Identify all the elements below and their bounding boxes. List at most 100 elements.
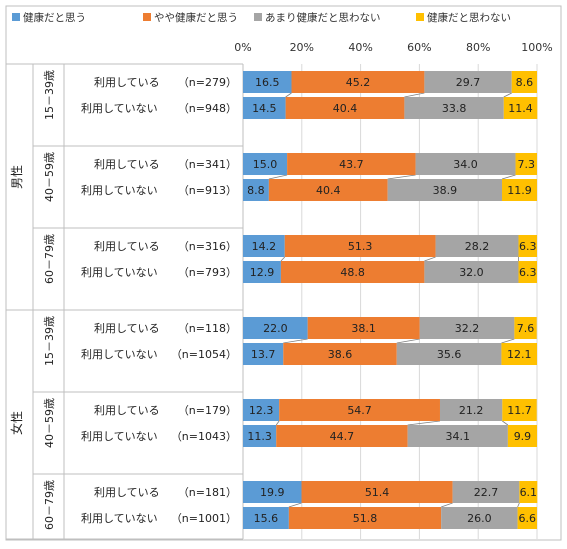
bar-value-label: 13.7 <box>251 348 276 361</box>
legend-swatch <box>12 13 20 21</box>
bar-segment <box>424 71 512 93</box>
bar-segment <box>503 97 538 119</box>
x-tick-label: 80% <box>466 41 490 54</box>
series-connector-line <box>517 502 520 508</box>
bar-segment <box>441 507 518 529</box>
bar-value-label: 11.4 <box>508 102 533 115</box>
x-tick-label: 0% <box>234 41 251 54</box>
row-n-label: （n=181） <box>178 486 237 499</box>
row-label: 利用していない <box>81 102 158 115</box>
bar-value-label: 40.4 <box>333 102 358 115</box>
age-group-label: 40－59歳 <box>43 398 56 448</box>
bar-segment <box>243 153 288 175</box>
bar-value-label: 51.3 <box>348 240 373 253</box>
bar-value-label: 22.0 <box>263 322 288 335</box>
bar-value-label: 19.9 <box>260 486 285 499</box>
row-label: 利用している <box>94 158 160 171</box>
bar-value-label: 11.9 <box>507 184 532 197</box>
bar-value-label: 51.8 <box>353 512 378 525</box>
bar-segment <box>518 261 537 283</box>
bar-value-label: 38.1 <box>351 322 376 335</box>
bar-value-label: 6.1 <box>520 486 538 499</box>
bar-segment <box>243 97 286 119</box>
bar-value-label: 54.7 <box>347 404 372 417</box>
row-label: 利用している <box>94 322 160 335</box>
row-label: 利用していない <box>81 348 158 361</box>
row-label: 利用している <box>94 240 160 253</box>
bar-segment <box>518 235 537 257</box>
bar-value-label: 12.3 <box>249 404 274 417</box>
series-connector-line <box>407 420 441 426</box>
row-label: 利用している <box>94 486 160 499</box>
row-n-label: （n=948） <box>178 102 237 115</box>
series-connector-line <box>387 174 416 180</box>
bar-segment <box>501 343 537 365</box>
bar-value-label: 44.7 <box>330 430 355 443</box>
bar-value-label: 11.3 <box>247 430 272 443</box>
bar-segment <box>243 399 280 421</box>
bar-segment <box>407 425 508 447</box>
bar-segment <box>396 343 502 365</box>
bar-value-label: 8.8 <box>247 184 265 197</box>
legend-label: 健康だと思う <box>23 11 86 24</box>
bar-value-label: 35.6 <box>437 348 462 361</box>
bar-segment <box>243 179 269 201</box>
bar-value-label: 40.4 <box>316 184 341 197</box>
bar-value-label: 7.6 <box>517 322 535 335</box>
bar-segment <box>243 507 289 529</box>
series-connector-line <box>288 502 302 508</box>
series-connector-line <box>283 338 308 344</box>
bar-segment <box>419 317 515 339</box>
row-n-label: （n=1001） <box>171 512 237 525</box>
bar-segment <box>243 235 285 257</box>
bar-value-label: 9.9 <box>514 430 532 443</box>
bar-value-label: 28.2 <box>465 240 490 253</box>
bar-value-label: 7.3 <box>518 158 536 171</box>
legend-swatch <box>143 13 151 21</box>
row-n-label: （n=913） <box>178 184 237 197</box>
bar-value-label: 15.0 <box>253 158 278 171</box>
bar-segment <box>285 97 405 119</box>
bar-value-label: 6.3 <box>519 240 537 253</box>
bar-segment <box>301 481 453 503</box>
bar-segment <box>243 261 281 283</box>
age-group-label: 15－39歳 <box>43 316 56 366</box>
series-connector-line <box>501 174 516 180</box>
age-group-label: 40－59歳 <box>43 152 56 202</box>
bar-value-label: 32.0 <box>459 266 484 279</box>
bar-value-label: 15.6 <box>254 512 279 525</box>
legend-swatch <box>254 13 262 21</box>
legend-label: あまり健康だと思わない <box>265 11 381 24</box>
bar-segment <box>515 153 537 175</box>
bar-value-label: 34.1 <box>446 430 471 443</box>
bar-segment <box>283 343 397 365</box>
bar-value-label: 14.2 <box>252 240 277 253</box>
row-label: 利用していない <box>81 430 158 443</box>
row-label: 利用していない <box>81 512 158 525</box>
bar-segment <box>502 399 537 421</box>
bar-segment <box>502 179 537 201</box>
bar-value-label: 48.8 <box>340 266 365 279</box>
row-n-label: （n=118） <box>178 322 237 335</box>
bar-segment <box>511 71 537 93</box>
series-connector-line <box>502 420 509 426</box>
bar-segment <box>514 317 537 339</box>
bar-value-label: 21.2 <box>459 404 484 417</box>
bar-value-label: 45.2 <box>346 76 371 89</box>
gender-label: 女性 <box>9 411 24 435</box>
bar-value-label: 43.7 <box>339 158 364 171</box>
age-group-label: 15－39歳 <box>43 70 56 120</box>
row-n-label: （n=279） <box>178 76 237 89</box>
bar-segment <box>435 235 519 257</box>
bar-value-label: 33.8 <box>442 102 467 115</box>
bar-segment <box>243 71 292 93</box>
row-label: 利用していない <box>81 184 158 197</box>
series-connector-line <box>268 174 288 180</box>
bar-segment <box>507 425 537 447</box>
gender-label: 男性 <box>10 165 24 189</box>
bar-value-label: 51.4 <box>365 486 390 499</box>
row-label: 利用している <box>94 76 160 89</box>
bar-segment <box>280 261 425 283</box>
bar-segment <box>243 481 302 503</box>
